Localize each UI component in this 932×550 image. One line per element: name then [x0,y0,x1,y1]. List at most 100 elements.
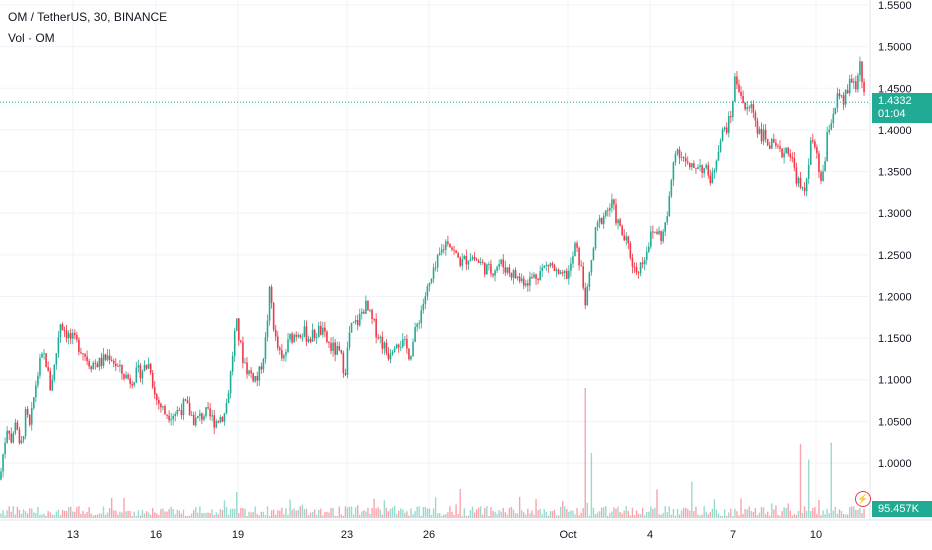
volume-bar [199,506,201,518]
candle-body [801,187,804,189]
volume-bar [70,506,72,518]
volume-bar [330,507,332,518]
volume-bar [326,511,328,518]
candle-body [736,76,738,85]
candle-body [397,344,400,348]
candle-body [674,154,677,163]
volume-bar [615,508,617,518]
volume-bar [680,510,683,518]
volume-bar [186,515,189,518]
volume-bar [418,506,420,518]
volume-bar [309,512,312,518]
volume-bar [51,514,53,518]
volume-bar [170,506,172,518]
candle-body [717,151,720,161]
candle-body [725,127,728,133]
volume-bar [178,510,181,518]
candle-body [125,374,127,379]
candle-body [506,267,509,273]
candle-body [404,339,406,340]
candle-body [609,207,611,211]
candle-body [283,355,285,359]
volume-legend[interactable]: Vol · OM [8,31,55,45]
candle-body [199,413,201,416]
candle-body [369,310,371,311]
lightning-icon[interactable]: ⚡ [855,491,871,507]
candle-body [84,354,86,357]
candle-body [516,276,519,279]
volume-bar [572,510,574,518]
symbol-title[interactable]: OM / TetherUS, 30, BINANCE [8,10,168,24]
volume-bar [598,511,601,518]
volume-bar [822,510,824,518]
candle-body [467,261,470,265]
volume-bar [295,510,297,518]
volume-bar [338,506,340,518]
volume-bar [469,510,472,518]
candle-body [293,334,295,343]
candle-body [108,355,111,361]
volume-bar [512,509,515,518]
candle-body [151,372,154,388]
volume-bar [832,510,834,518]
volume-bar [750,511,752,518]
candle-body [668,195,671,217]
candle-body [416,323,418,328]
candle-body [67,333,70,339]
volume-bar [88,507,90,518]
volume-bar [836,513,839,518]
candle-body [514,270,517,279]
volume-bar [143,513,146,518]
volume-bar [748,506,750,518]
candle-body [459,257,461,266]
candle-body [453,249,455,251]
y-tick-label: 1.4000 [878,125,912,137]
volume-bar [168,508,170,518]
volume-bar [213,514,215,518]
x-tick-label: 4 [647,529,653,541]
y-tick-label: 1.2000 [878,291,912,303]
volume-bar [113,510,115,518]
candle-body [803,187,806,192]
candle-body [479,261,482,263]
candle-body [709,175,712,184]
candle-body [334,342,336,355]
time-axis[interactable]: 13 16 19 23 26 Oct 4 7 10 [67,529,822,541]
volume-bar [332,507,334,518]
candle-body [566,270,568,279]
price-axis[interactable]: 1.5500 1.5000 1.4500 1.4000 1.3500 1.3000 1.25… [878,0,912,470]
volume-value-label: 95.457K [872,501,932,517]
volume-bar [682,507,685,518]
volume-bar [35,513,37,518]
volume-bar [644,515,646,518]
volume-bar [795,514,798,518]
candle-body [43,353,45,355]
volume-bar [90,513,92,518]
volume-bar [242,507,244,518]
volume-bar [486,506,488,518]
candle-body [777,145,779,147]
candle-body [242,342,244,363]
candle-body [766,139,769,146]
candle-body [691,163,693,168]
volume-bar [41,514,43,518]
volume-bar [607,515,609,518]
candle-body [711,172,714,184]
candle-body [551,263,554,266]
volume-bar [430,514,433,518]
candle-body [229,371,232,394]
candle-body [822,171,824,181]
candle-body [213,415,215,428]
candle-body [395,344,398,349]
candle-body [512,270,515,278]
volume-bar [408,515,410,518]
volume-bar [840,510,843,518]
volume-bar [502,507,504,518]
volume-bar [605,506,607,518]
candle-body [440,249,443,253]
volume-bar [402,509,404,518]
volume-bar [287,514,289,518]
volume-bar [277,510,279,518]
volume-bar [812,508,814,518]
